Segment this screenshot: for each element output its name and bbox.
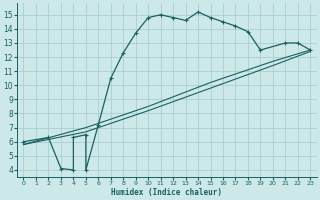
- X-axis label: Humidex (Indice chaleur): Humidex (Indice chaleur): [111, 188, 222, 197]
